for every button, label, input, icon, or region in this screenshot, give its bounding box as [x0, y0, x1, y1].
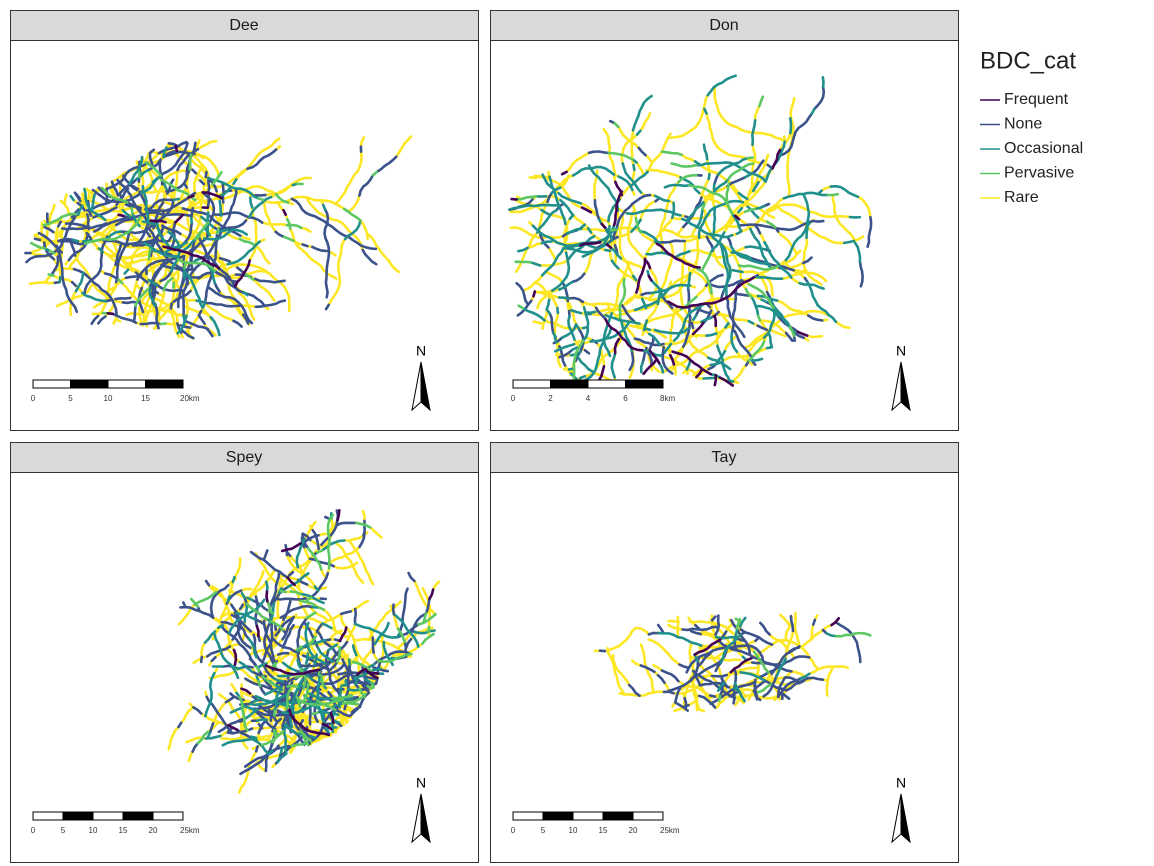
- scale-bar-segment: [633, 812, 663, 820]
- scale-label: 20km: [180, 394, 200, 403]
- panel-title: Tay: [712, 449, 737, 466]
- panel-body: [491, 473, 959, 863]
- scale-label: 25km: [180, 826, 200, 835]
- scale-label: 20: [629, 826, 638, 835]
- scale-bar-segment: [573, 812, 603, 820]
- north-label: N: [416, 775, 426, 791]
- north-label: N: [896, 343, 906, 359]
- scale-label: 6: [623, 394, 628, 403]
- scale-bar-segment: [108, 380, 146, 388]
- north-label: N: [416, 343, 426, 359]
- panel-body: [11, 41, 479, 431]
- legend-label: Frequent: [1004, 91, 1069, 108]
- legend-label: Rare: [1004, 189, 1039, 206]
- figure: BDC_cat Frequent None Occasional Pervasive R…: [0, 0, 1154, 866]
- scale-label: 15: [599, 826, 608, 835]
- scale-label: 10: [104, 394, 113, 403]
- scale-bar-segment: [153, 812, 183, 820]
- scale-label: 4: [586, 394, 591, 403]
- map-panel: Tay 0 5 10 15 20 25km N: [491, 443, 959, 863]
- map-panel: Spey 0 5 10 15 20 25km N: [11, 443, 479, 863]
- legend-label: None: [1004, 116, 1042, 133]
- scale-label: 0: [31, 394, 36, 403]
- scale-label: 0: [511, 394, 516, 403]
- scale-bar-segment: [123, 812, 153, 820]
- scale-bar-segment: [551, 380, 589, 388]
- map-panel: Don 0 2 4 6 8km N: [491, 11, 959, 431]
- scale-bar-segment: [603, 812, 633, 820]
- scale-bar-segment: [63, 812, 93, 820]
- scale-label: 0: [31, 826, 36, 835]
- scale-bar-segment: [626, 380, 664, 388]
- scale-label: 10: [89, 826, 98, 835]
- legend-label: Occasional: [1004, 140, 1083, 157]
- legend-title: BDC_cat: [980, 47, 1076, 74]
- north-label: N: [896, 775, 906, 791]
- panel-title: Don: [709, 17, 738, 34]
- scale-bar-segment: [33, 380, 71, 388]
- panel-title: Spey: [226, 449, 262, 466]
- scale-bar-segment: [543, 812, 573, 820]
- scale-label: 0: [511, 826, 516, 835]
- scale-bar-segment: [93, 812, 123, 820]
- scale-bar-segment: [513, 380, 551, 388]
- scale-label: 5: [68, 394, 73, 403]
- scale-bar-segment: [33, 812, 63, 820]
- scale-label: 10: [569, 826, 578, 835]
- scale-label: 2: [548, 394, 553, 403]
- scale-label: 15: [119, 826, 128, 835]
- scale-bar-segment: [513, 812, 543, 820]
- scale-label: 8km: [660, 394, 675, 403]
- scale-bar-segment: [588, 380, 626, 388]
- legend-label: Pervasive: [1004, 165, 1074, 182]
- panel-title: Dee: [229, 17, 258, 34]
- map-panel: Dee 0 5 10 15 20km N: [11, 11, 479, 431]
- scale-label: 20: [149, 826, 158, 835]
- scale-bar-segment: [146, 380, 184, 388]
- scale-label: 25km: [660, 826, 680, 835]
- scale-label: 5: [61, 826, 66, 835]
- scale-label: 5: [541, 826, 546, 835]
- scale-label: 15: [141, 394, 150, 403]
- scale-bar-segment: [71, 380, 109, 388]
